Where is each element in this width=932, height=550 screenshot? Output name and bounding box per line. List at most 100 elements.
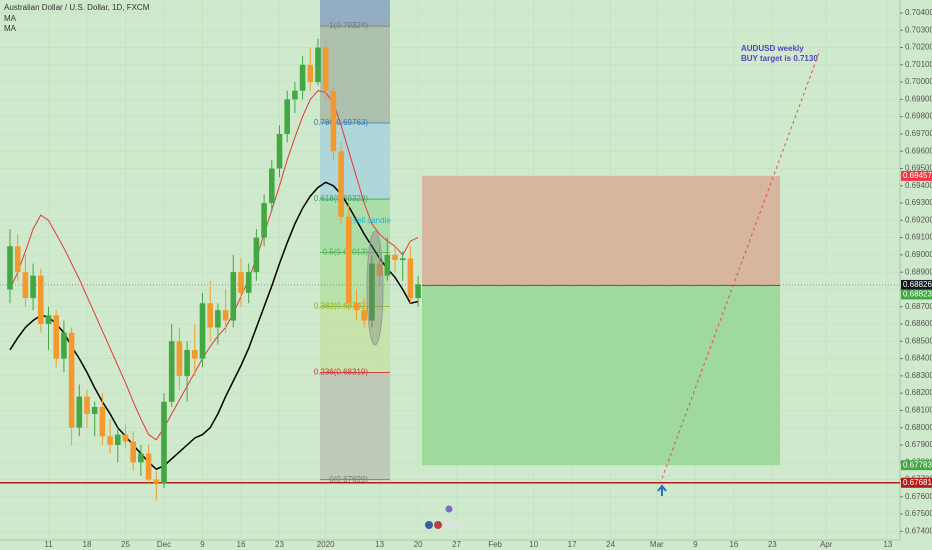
y-tick-label: 0.69200 <box>905 215 932 224</box>
fib-zone <box>320 199 390 253</box>
fib-zone <box>320 252 390 307</box>
x-tick-label: 9 <box>693 540 698 549</box>
x-tick-label: Apr <box>820 540 833 549</box>
chart-title: Australian Dollar / U.S. Dollar, 1D, FXC… <box>4 3 150 12</box>
candle-body <box>207 303 213 328</box>
candle-body <box>199 303 206 359</box>
candle-body <box>376 263 383 276</box>
candle-body <box>84 396 90 414</box>
candle-body <box>122 434 129 442</box>
annotation: sell candle <box>353 216 391 225</box>
y-tick-label: 0.68500 <box>905 336 932 345</box>
candle-body <box>45 315 52 324</box>
x-tick-label: 23 <box>275 540 284 549</box>
y-tick-label: 0.70000 <box>905 77 932 86</box>
price-tag-label: 0.68823 <box>903 290 932 299</box>
ma-line <box>9 90 419 441</box>
candle-body <box>7 246 13 290</box>
y-tick-label: 0.69600 <box>905 146 932 155</box>
y-tick-label: 0.67400 <box>905 526 932 535</box>
ma-line <box>9 181 419 471</box>
candle-body <box>107 436 113 445</box>
candle-body <box>284 99 290 134</box>
arrow-icon <box>657 484 667 496</box>
fib-label: 0.236(0.68319) <box>314 368 369 377</box>
x-tick-label: 13 <box>375 540 384 549</box>
y-tick-label: 0.68600 <box>905 319 932 328</box>
y-tick-label: 0.69500 <box>905 164 932 173</box>
price-tag <box>901 460 932 471</box>
price-tag <box>901 279 932 290</box>
stop-zone <box>422 175 780 286</box>
projection-line <box>659 49 821 485</box>
candle-body <box>369 263 375 321</box>
y-tick-label: 0.69100 <box>905 233 932 242</box>
candle-body <box>407 258 414 299</box>
y-tick-label: 0.68400 <box>905 354 932 363</box>
candle-body <box>322 47 329 91</box>
price-tag <box>901 289 932 300</box>
candle-body <box>222 310 229 321</box>
event-icons <box>425 505 460 529</box>
candle-body <box>392 254 398 261</box>
candle-body <box>30 275 36 299</box>
candle-body <box>245 272 252 293</box>
candle-body <box>130 441 136 463</box>
candle-body <box>76 396 83 428</box>
y-tick-label: 0.68300 <box>905 371 932 380</box>
x-tick-label: 27 <box>452 540 461 549</box>
y-tick-label: 0.69400 <box>905 181 932 190</box>
candle-body <box>307 64 314 83</box>
y-tick-label: 0.70300 <box>905 25 932 34</box>
fib-label: 0.5(0.69013) <box>323 248 369 257</box>
candle-body <box>53 315 59 359</box>
legend-entry: MA <box>4 24 17 33</box>
fib-zone <box>320 123 390 200</box>
y-tick-label: 0.67600 <box>905 492 932 501</box>
price-tag-label: 0.67681 <box>903 478 932 487</box>
y-tick-label: 0.67500 <box>905 509 932 518</box>
y-tick-label: 0.70400 <box>905 8 932 17</box>
fib-label: 1(0.70324) <box>329 21 368 30</box>
candle-body <box>353 303 360 311</box>
candle-body <box>261 203 267 238</box>
fib-zone <box>320 0 390 27</box>
candle-body <box>338 151 344 217</box>
candle-body <box>145 453 152 480</box>
y-tick-label: 0.69000 <box>905 250 932 259</box>
y-tick-label: 0.68900 <box>905 267 932 276</box>
candle-body <box>99 406 106 437</box>
fib-label: 0.382(0.68702) <box>314 301 369 310</box>
candle-body <box>384 254 391 276</box>
candle-body <box>176 341 183 376</box>
candle-body <box>253 237 260 273</box>
y-tick-label: 0.69300 <box>905 198 932 207</box>
highlight-ellipse <box>366 230 384 346</box>
x-tick-label: 9 <box>200 540 205 549</box>
x-tick-label: 18 <box>83 540 92 549</box>
legend-entry: MA <box>4 14 17 23</box>
fib-label: 0(0.67699) <box>329 475 368 484</box>
candle-body <box>215 310 221 328</box>
target-zone <box>422 285 780 466</box>
x-tick-label: 13 <box>883 540 892 549</box>
y-tick-label: 0.67900 <box>905 440 932 449</box>
candle-body <box>330 90 337 152</box>
y-tick-label: 0.70200 <box>905 43 932 52</box>
y-tick-label: 0.70100 <box>905 60 932 69</box>
y-tick-label: 0.69700 <box>905 129 932 138</box>
x-tick-label: Mar <box>650 540 664 549</box>
x-tick-label: 16 <box>237 540 246 549</box>
x-tick-label: 16 <box>729 540 738 549</box>
fib-zone <box>320 26 390 124</box>
x-tick-label: 2020 <box>317 540 335 549</box>
candle-body <box>61 332 67 359</box>
x-tick-label: 25 <box>121 540 130 549</box>
candle-body <box>269 168 275 204</box>
candle-body <box>91 406 98 414</box>
candle-body <box>415 284 421 299</box>
candle-body <box>299 64 306 91</box>
candle-body <box>22 272 29 299</box>
candle-body <box>38 275 44 324</box>
